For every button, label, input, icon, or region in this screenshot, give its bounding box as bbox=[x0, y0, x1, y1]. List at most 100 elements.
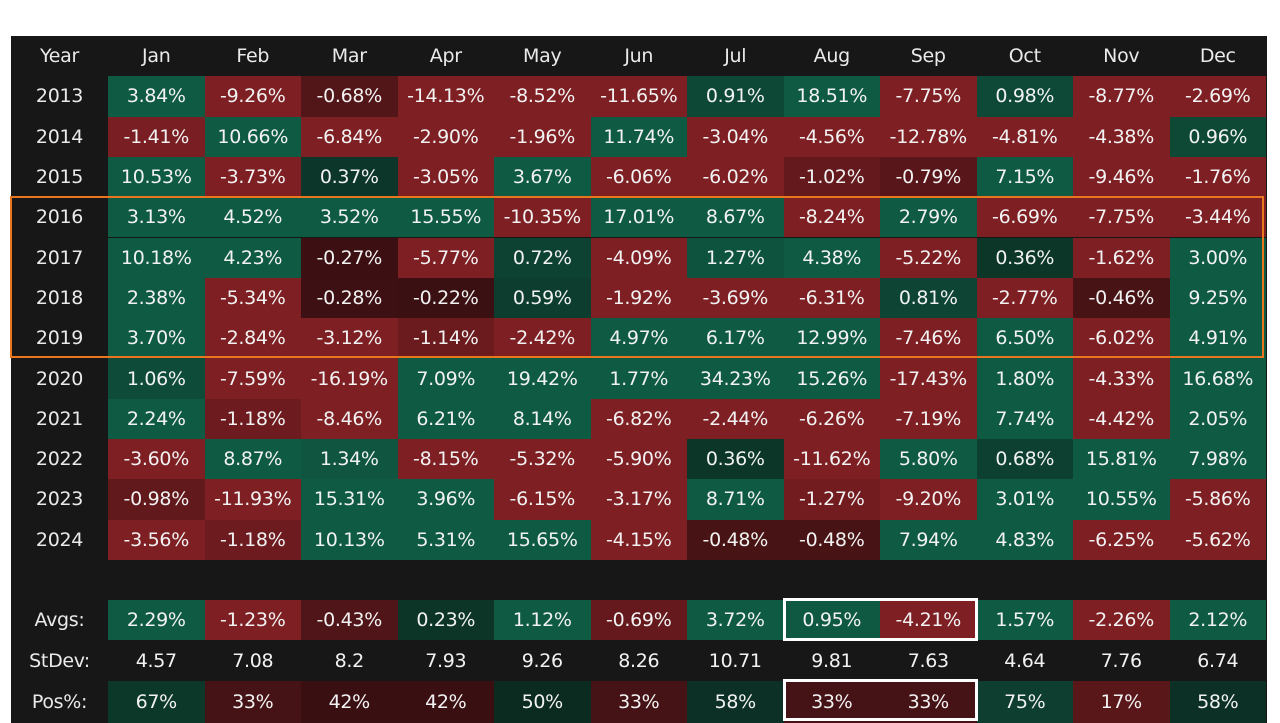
return-cell-2015-jul: -6.02% bbox=[687, 156, 784, 198]
avg-cell-jan: 2.29% bbox=[108, 600, 205, 641]
return-cell-2019-feb: -2.84% bbox=[204, 318, 301, 359]
return-cell-2019-dec: 4.91% bbox=[1169, 318, 1266, 359]
return-cell-2020-may: 19.42% bbox=[494, 358, 591, 399]
return-cell-2019-jul: 6.17% bbox=[687, 318, 784, 359]
return-cell-2019-nov: -6.02% bbox=[1073, 318, 1170, 359]
return-cell-2018-jun: -1.92% bbox=[590, 277, 687, 319]
year-label-2013: 2013 bbox=[35, 85, 84, 108]
return-cell-2017-oct: 0.36% bbox=[976, 237, 1073, 278]
year-label-2024: 2024 bbox=[35, 528, 84, 551]
return-cell-2024-aug: -0.48% bbox=[783, 519, 880, 560]
stdev-cell-oct: 4.64 bbox=[1004, 650, 1046, 673]
return-cell-2023-dec: -5.86% bbox=[1169, 479, 1266, 520]
return-cell-2021-oct: 7.74% bbox=[976, 398, 1073, 439]
return-cell-2014-nov: -4.38% bbox=[1073, 116, 1170, 157]
month-header-mar: Mar bbox=[331, 45, 367, 68]
return-cell-2023-may: -6.15% bbox=[494, 479, 591, 520]
stdev-cell-jul: 10.71 bbox=[708, 650, 762, 673]
return-cell-2024-jul: -0.48% bbox=[687, 519, 784, 560]
return-cell-2022-feb: 8.87% bbox=[204, 439, 301, 480]
return-cell-2018-may: 0.59% bbox=[494, 277, 591, 319]
return-cell-2015-oct: 7.15% bbox=[976, 156, 1073, 198]
return-cell-2021-sep: -7.19% bbox=[880, 398, 977, 439]
return-cell-2024-sep: 7.94% bbox=[880, 519, 977, 560]
return-cell-2021-apr: 6.21% bbox=[397, 398, 494, 439]
return-cell-2016-aug: -8.24% bbox=[783, 197, 880, 238]
return-cell-2020-sep: -17.43% bbox=[880, 358, 977, 399]
pos-cell-may: 50% bbox=[494, 681, 591, 723]
return-cell-2020-dec: 16.68% bbox=[1169, 358, 1266, 399]
return-cell-2014-jul: -3.04% bbox=[687, 116, 784, 157]
return-cell-2020-feb: -7.59% bbox=[204, 358, 301, 399]
stdev-cell-jan: 4.57 bbox=[135, 650, 177, 673]
return-cell-2015-mar: 0.37% bbox=[301, 156, 398, 198]
avg-cell-jul: 3.72% bbox=[687, 600, 784, 641]
return-cell-2021-mar: -8.46% bbox=[301, 398, 398, 439]
return-cell-2017-sep: -5.22% bbox=[880, 237, 977, 278]
pos-cell-sep: 33% bbox=[880, 681, 977, 723]
stdev-label: StDev: bbox=[29, 650, 90, 673]
return-cell-2022-aug: -11.62% bbox=[783, 439, 880, 480]
year-label-2014: 2014 bbox=[35, 125, 84, 148]
year-label-2022: 2022 bbox=[35, 448, 84, 471]
return-cell-2017-dec: 3.00% bbox=[1169, 237, 1266, 278]
return-cell-2017-jul: 1.27% bbox=[687, 237, 784, 278]
return-cell-2022-mar: 1.34% bbox=[301, 439, 398, 480]
return-cell-2023-aug: -1.27% bbox=[783, 479, 880, 520]
return-cell-2019-may: -2.42% bbox=[494, 318, 591, 359]
return-cell-2013-oct: 0.98% bbox=[976, 76, 1073, 117]
return-cell-2024-jan: -3.56% bbox=[108, 519, 205, 560]
return-cell-2018-aug: -6.31% bbox=[783, 277, 880, 319]
return-cell-2021-dec: 2.05% bbox=[1169, 398, 1266, 439]
return-cell-2020-jan: 1.06% bbox=[108, 358, 205, 399]
return-cell-2016-jul: 8.67% bbox=[687, 197, 784, 238]
year-label-2016: 2016 bbox=[35, 206, 84, 229]
return-cell-2018-nov: -0.46% bbox=[1073, 277, 1170, 319]
return-cell-2015-aug: -1.02% bbox=[783, 156, 880, 198]
return-cell-2021-jan: 2.24% bbox=[108, 398, 205, 439]
return-cell-2014-may: -1.96% bbox=[494, 116, 591, 157]
return-cell-2022-sep: 5.80% bbox=[880, 439, 977, 480]
pos-cell-oct: 75% bbox=[976, 681, 1073, 723]
avg-cell-apr: 0.23% bbox=[397, 600, 494, 641]
pos-cell-mar: 42% bbox=[301, 681, 398, 723]
return-cell-2019-jan: 3.70% bbox=[108, 318, 205, 359]
pos-label: Pos%: bbox=[31, 691, 88, 713]
return-cell-2013-jul: 0.91% bbox=[687, 76, 784, 117]
return-cell-2015-dec: -1.76% bbox=[1169, 156, 1266, 198]
return-cell-2021-nov: -4.42% bbox=[1073, 398, 1170, 439]
pos-cell-aug: 33% bbox=[783, 681, 880, 723]
return-cell-2013-sep: -7.75% bbox=[880, 76, 977, 117]
return-cell-2015-may: 3.67% bbox=[494, 156, 591, 198]
return-cell-2022-jul: 0.36% bbox=[687, 439, 784, 480]
stdev-cell-sep: 7.63 bbox=[907, 650, 949, 673]
return-cell-2016-feb: 4.52% bbox=[204, 197, 301, 238]
return-cell-2017-aug: 4.38% bbox=[783, 237, 880, 278]
return-cell-2014-oct: -4.81% bbox=[976, 116, 1073, 157]
pos-cell-apr: 42% bbox=[397, 681, 494, 723]
stdev-cell-may: 9.26 bbox=[521, 650, 563, 673]
month-header-may: May bbox=[523, 45, 562, 68]
return-cell-2022-dec: 7.98% bbox=[1169, 439, 1266, 480]
return-cell-2016-may: -10.35% bbox=[494, 197, 591, 238]
return-cell-2013-mar: -0.68% bbox=[301, 76, 398, 117]
return-cell-2018-mar: -0.28% bbox=[301, 277, 398, 319]
return-cell-2013-aug: 18.51% bbox=[783, 76, 880, 117]
return-cell-2024-nov: -6.25% bbox=[1073, 519, 1170, 560]
month-header-apr: Apr bbox=[429, 45, 462, 68]
return-cell-2023-jun: -3.17% bbox=[590, 479, 687, 520]
return-cell-2013-feb: -9.26% bbox=[204, 76, 301, 117]
return-cell-2015-jan: 10.53% bbox=[108, 156, 205, 198]
return-cell-2017-may: 0.72% bbox=[494, 237, 591, 278]
month-header-nov: Nov bbox=[1103, 45, 1140, 68]
return-cell-2020-mar: -16.19% bbox=[301, 358, 398, 399]
return-cell-2024-apr: 5.31% bbox=[397, 519, 494, 560]
return-cell-2016-jan: 3.13% bbox=[108, 197, 205, 238]
return-cell-2022-oct: 0.68% bbox=[976, 439, 1073, 480]
return-cell-2021-may: 8.14% bbox=[494, 398, 591, 439]
return-cell-2016-dec: -3.44% bbox=[1169, 197, 1266, 238]
return-cell-2023-feb: -11.93% bbox=[204, 479, 301, 520]
return-cell-2013-nov: -8.77% bbox=[1073, 76, 1170, 117]
return-cell-2024-oct: 4.83% bbox=[976, 519, 1073, 560]
return-cell-2014-jun: 11.74% bbox=[590, 116, 687, 157]
